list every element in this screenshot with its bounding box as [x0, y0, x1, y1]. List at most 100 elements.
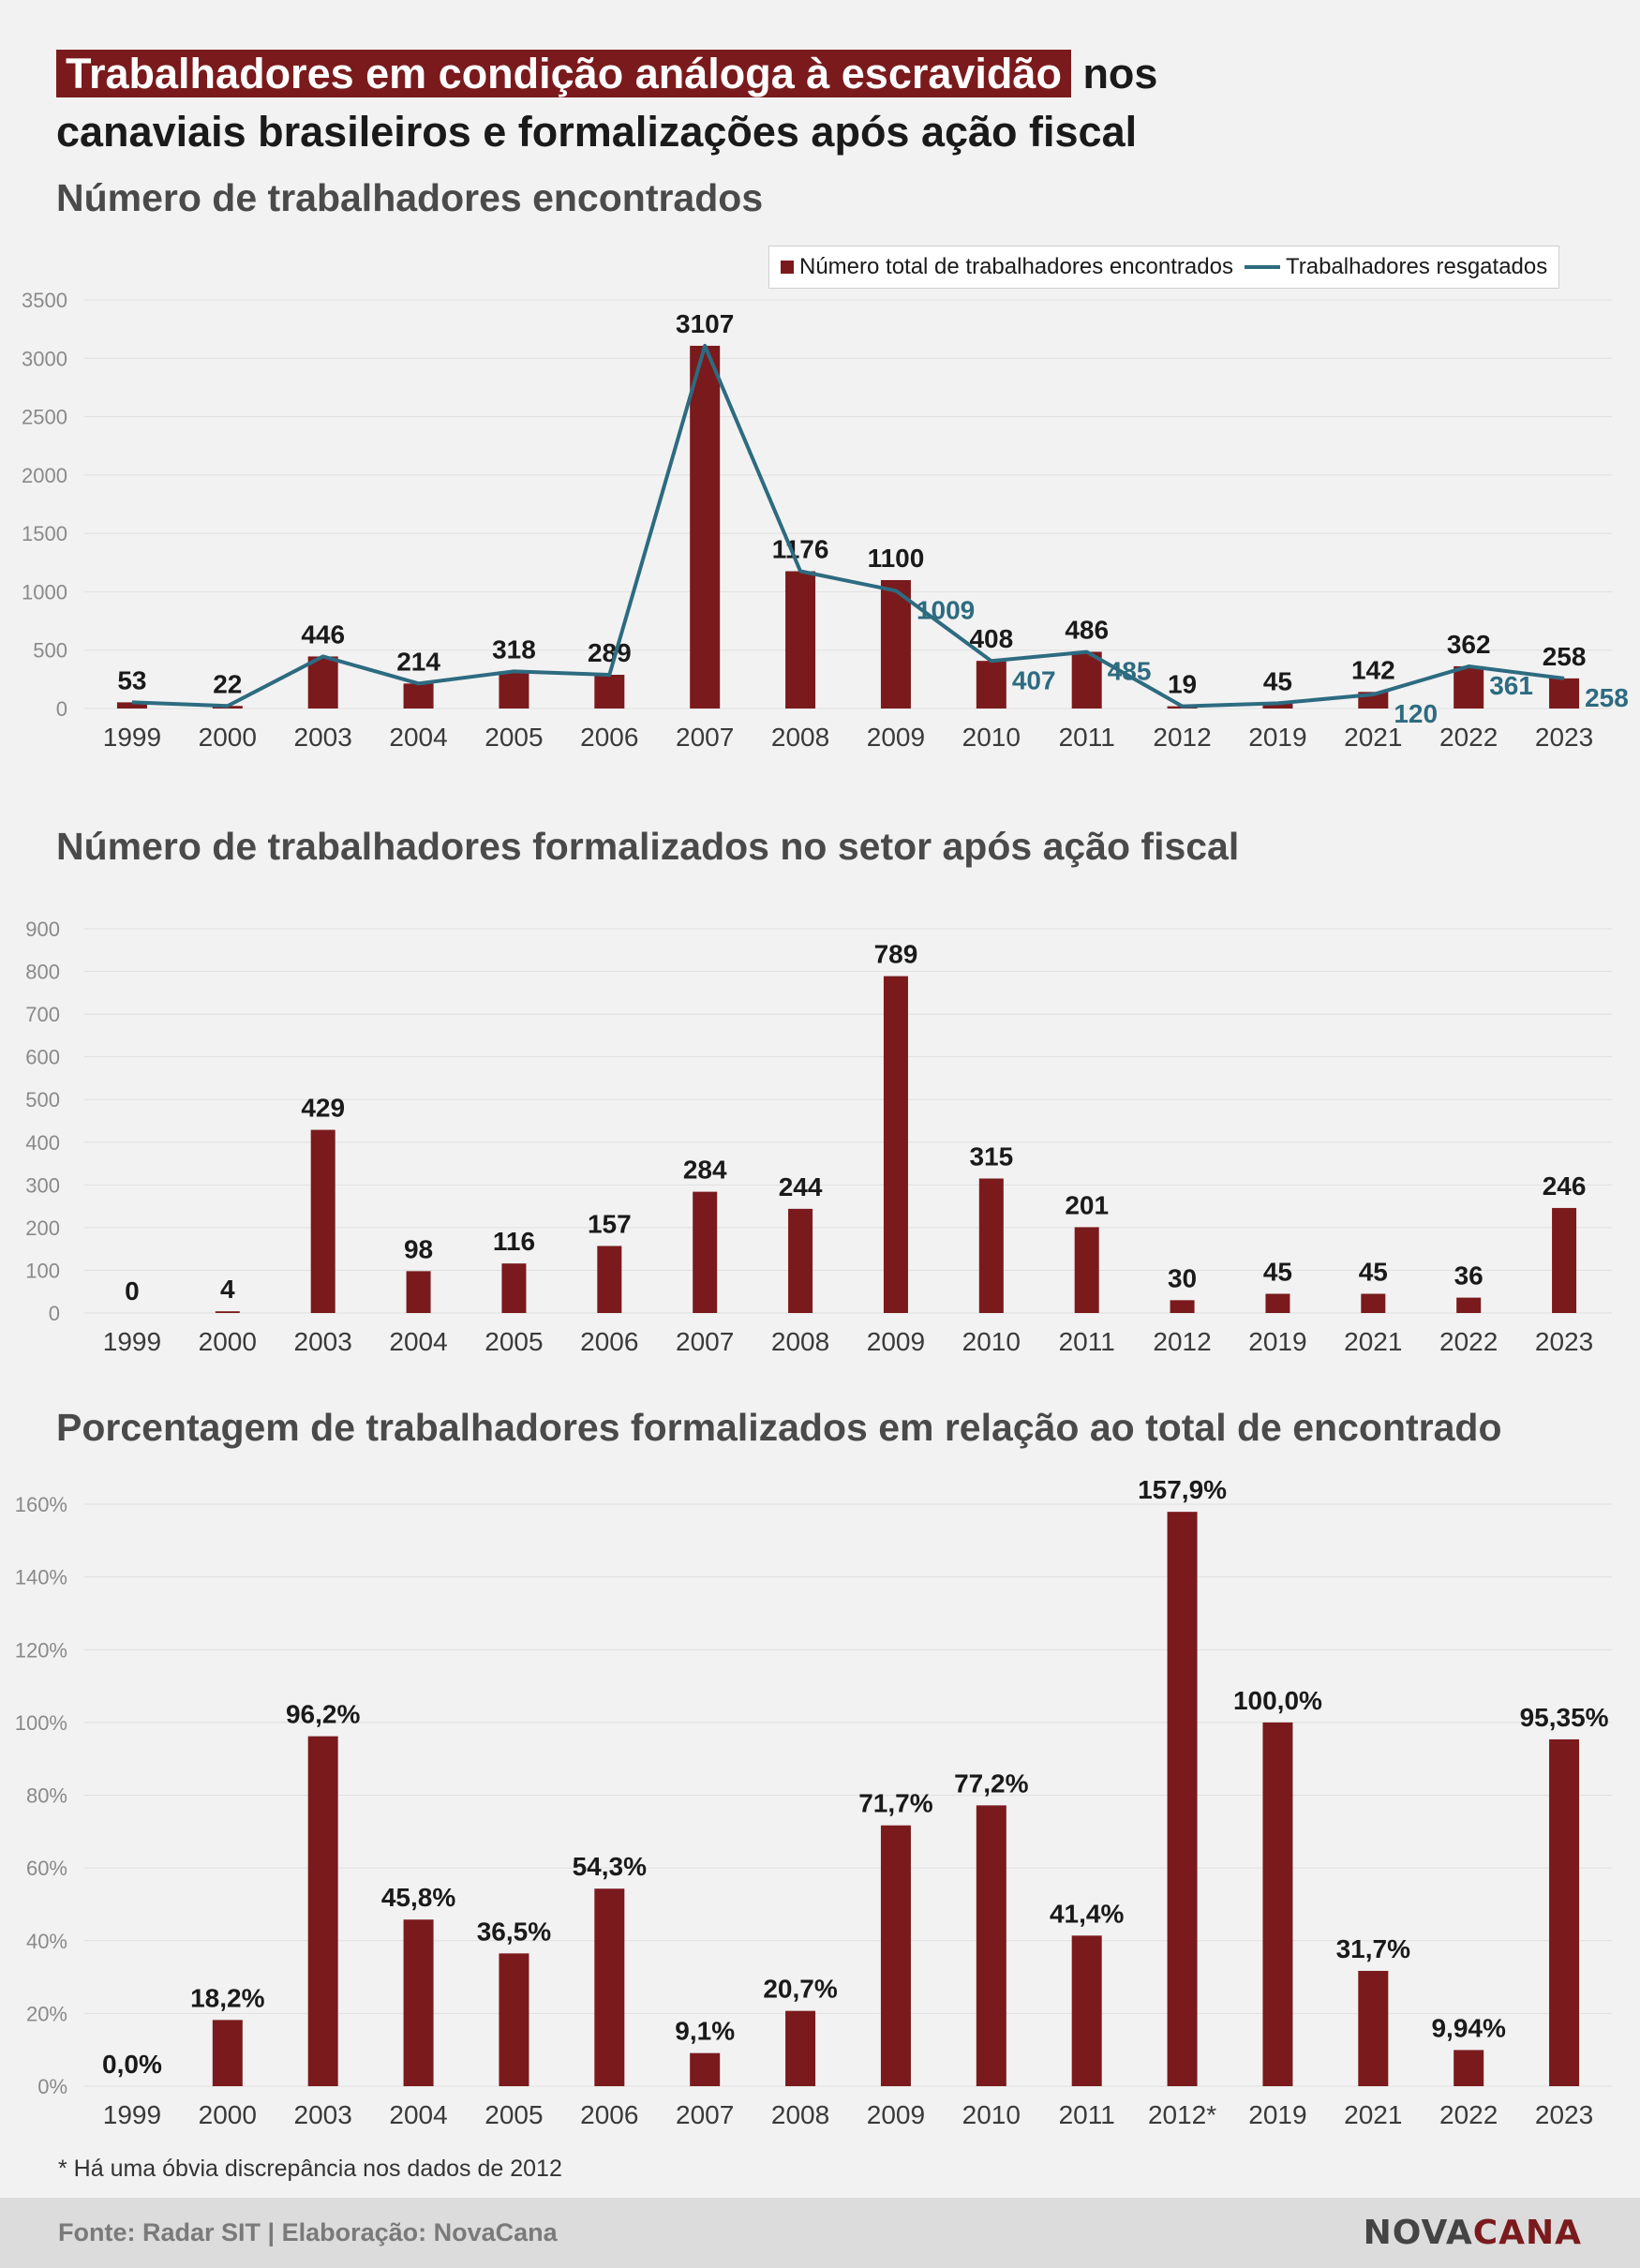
chart3-x-label: 2022 — [1439, 2100, 1498, 2129]
chart3-y-tick: 100% — [15, 1711, 67, 1735]
chart2-bar-label: 789 — [874, 940, 918, 969]
chart2-bar-label: 98 — [404, 1234, 433, 1263]
chart2-bar — [1265, 1293, 1290, 1313]
chart3-bar — [1167, 1512, 1198, 2086]
legend-item-line: Trabalhadores resgatados — [1244, 254, 1548, 280]
legend-label-line: Trabalhadores resgatados — [1285, 254, 1548, 279]
chart2-x-label: 2007 — [676, 1327, 734, 1356]
chart1-x-label: 2003 — [294, 723, 352, 752]
legend-item-bar: Número total de trabalhadores encontrado… — [781, 254, 1233, 280]
chart1-bar-label: 142 — [1351, 655, 1395, 684]
chart2-y-tick: 400 — [25, 1131, 60, 1155]
chart1-bar — [594, 674, 625, 709]
chart2-x-label: 2022 — [1439, 1327, 1498, 1356]
chart3-x-label: 2010 — [962, 2100, 1021, 2129]
chart1-bar-label: 53 — [117, 665, 146, 694]
logo-part-1: NOVA — [1363, 2214, 1473, 2252]
chart3-bar-label: 54,3% — [573, 1852, 647, 1881]
chart1-x-label: 2004 — [389, 723, 447, 752]
novacana-logo: NOVACANA — [1364, 2214, 1582, 2252]
chart2-y-tick: 100 — [25, 1259, 60, 1282]
chart3-x-label: 1999 — [103, 2100, 161, 2129]
chart3-title: Porcentagem de trabalhadores formalizado… — [56, 1406, 1502, 1449]
chart2-bar-label: 30 — [1168, 1263, 1197, 1292]
chart3-x-label: 2023 — [1535, 2100, 1593, 2129]
chart2-bar — [1074, 1227, 1099, 1313]
chart1-bar — [976, 661, 1006, 709]
chart3-y-tick: 120% — [15, 1638, 67, 1662]
chart3-bar — [1549, 1738, 1580, 2086]
chart3-bar — [880, 1825, 911, 2086]
legend-swatch-line — [1244, 265, 1280, 269]
chart3-bar-label: 157,9% — [1138, 1475, 1227, 1504]
chart1-y-tick: 1500 — [22, 522, 67, 545]
chart3-y-tick: 160% — [15, 1493, 67, 1516]
chart2-bar — [883, 976, 908, 1313]
chart3-bar — [976, 1805, 1006, 2086]
chart2-x-label: 2019 — [1248, 1327, 1306, 1356]
chart2-bar-label: 201 — [1065, 1190, 1109, 1219]
chart1-y-tick: 3500 — [22, 289, 67, 312]
chart2-bar-label: 45 — [1263, 1258, 1292, 1287]
chart1-x-label: 2019 — [1248, 723, 1306, 752]
chart2-bar — [1361, 1293, 1386, 1313]
chart1-y-tick: 1000 — [22, 580, 67, 604]
chart2-bar-label: 429 — [301, 1094, 345, 1123]
chart2-bar-label: 116 — [493, 1227, 535, 1256]
chart2-x-label: 2005 — [485, 1327, 543, 1356]
chart1-x-label: 2023 — [1535, 723, 1593, 752]
chart1-bar — [499, 671, 529, 709]
chart2-y-tick: 0 — [49, 1302, 60, 1325]
chart1-bar-label: 214 — [396, 647, 440, 676]
chart1-y-tick: 3000 — [22, 347, 67, 370]
chart3-bar-label: 0,0% — [102, 2050, 162, 2079]
chart3-bar — [307, 1736, 338, 2086]
chart3-bar-label: 95,35% — [1520, 1703, 1609, 1732]
chart2-x-label: 2000 — [199, 1327, 257, 1356]
chart1-bar-label: 1100 — [868, 544, 925, 573]
chart3-y-tick: 20% — [26, 2002, 67, 2025]
chart3-y-tick: 140% — [15, 1566, 67, 1589]
chart1-line-label: 407 — [1012, 665, 1056, 694]
chart3-bar — [1262, 1722, 1293, 2086]
chart2-y-tick: 500 — [25, 1088, 60, 1112]
chart1-bar-label: 362 — [1447, 630, 1491, 659]
chart3-x-label: 2012* — [1148, 2100, 1216, 2129]
chart1-bar — [1549, 678, 1580, 709]
chart3-x-label: 2003 — [294, 2100, 352, 2129]
chart1-bar — [1071, 651, 1102, 709]
chart3-x-label: 2009 — [867, 2100, 925, 2129]
chart3-bar — [403, 1919, 434, 2086]
chart2-bar — [1170, 1300, 1195, 1313]
chart2-bar — [406, 1271, 431, 1313]
chart1-x-label: 2021 — [1344, 723, 1402, 752]
chart3-bar — [1358, 1970, 1389, 2086]
chart1-line-label: 485 — [1108, 657, 1152, 686]
chart2-bar — [1552, 1207, 1577, 1313]
chart3-bar-label: 31,7% — [1336, 1934, 1410, 1963]
chart1-y-tick: 500 — [33, 639, 67, 663]
chart1-bar-label: 3107 — [676, 309, 734, 338]
chart3-y-tick: 40% — [26, 1930, 67, 1953]
chart2-bar-label: 36 — [1454, 1261, 1483, 1291]
chart1-y-tick: 2500 — [22, 406, 67, 429]
chart1-bar-label: 289 — [588, 638, 632, 667]
chart2-title: Número de trabalhadores formalizados no … — [56, 825, 1240, 868]
footnote: * Há uma óbvia discrepância nos dados de… — [58, 2156, 562, 2182]
chart1-svg: 0 500 1000 1500 2000 2500 3000 3500 1999 2000 2003… — [22, 289, 1629, 752]
chart1-legend: Número total de trabalhadores encontrado… — [768, 246, 1560, 289]
chart3-bar — [1071, 1935, 1102, 2086]
main-title-rest: nos — [1070, 50, 1158, 97]
chart1-line-label: 1009 — [917, 595, 975, 624]
chart2-x-label: 2006 — [580, 1327, 638, 1356]
legend-label-bar: Número total de trabalhadores encontrado… — [799, 254, 1233, 279]
chart3-x-label: 2005 — [485, 2100, 543, 2129]
chart1-bar — [880, 579, 911, 709]
chart3-bar-label: 18,2% — [190, 1983, 264, 2012]
chart2-bar — [1456, 1297, 1482, 1313]
footer: Fonte: Radar SIT | Elaboração: NovaCana … — [0, 2198, 1640, 2268]
chart3-bar-label: 20,7% — [763, 1975, 837, 2004]
chart2-x-label: 2023 — [1535, 1327, 1593, 1356]
chart2-x-label: 1999 — [103, 1327, 161, 1356]
